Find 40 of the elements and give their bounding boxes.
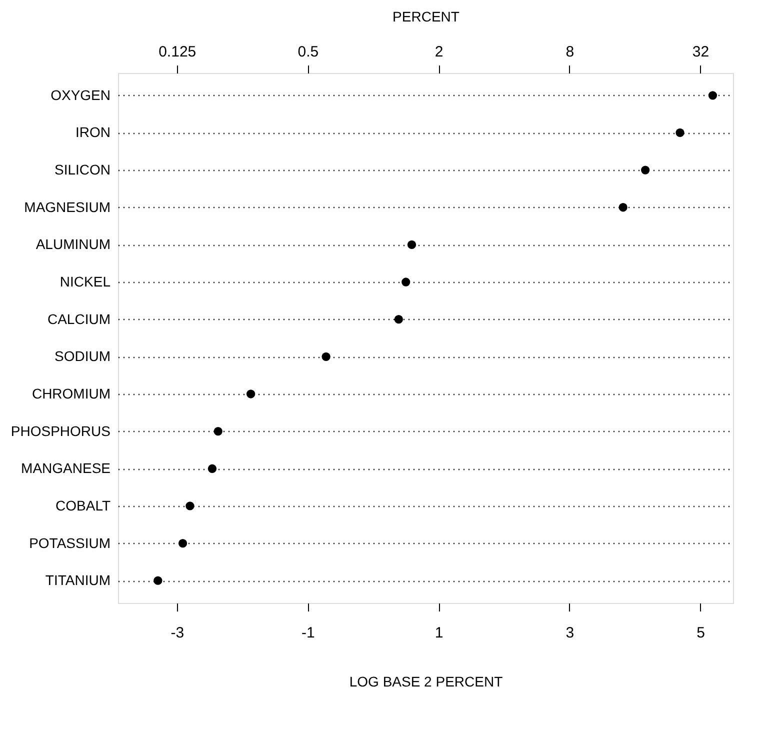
point bbox=[322, 352, 330, 361]
y-tick-label: COBALT bbox=[56, 497, 111, 514]
y-tick-label: MANGANESE bbox=[21, 460, 110, 476]
x2-tick-label: 2 bbox=[434, 44, 444, 60]
x-tick-label: 1 bbox=[434, 624, 444, 642]
y-tick-label: POTASSIUM bbox=[29, 534, 110, 551]
point bbox=[186, 502, 194, 510]
y-tick-label: TITANIUM bbox=[45, 572, 110, 588]
point bbox=[618, 203, 628, 212]
y-tick-label: SODIUM bbox=[54, 348, 110, 364]
x2-axis-title: PERCENT bbox=[392, 8, 460, 24]
x-tick-label: 5 bbox=[696, 624, 705, 642]
x2-tick-label: 8 bbox=[566, 44, 574, 60]
point bbox=[394, 315, 404, 324]
x-tick-label: -3 bbox=[170, 624, 184, 642]
point bbox=[178, 538, 188, 548]
x-tick-label: 3 bbox=[566, 624, 574, 642]
y-tick-label: SILICON bbox=[54, 162, 110, 178]
point bbox=[676, 128, 684, 138]
point bbox=[214, 426, 222, 436]
point bbox=[208, 464, 217, 473]
y-tick-label: CALCIUM bbox=[47, 310, 110, 327]
y-tick-label: MAGNESIUM bbox=[24, 198, 110, 215]
x2-tick-label: 0.125 bbox=[158, 44, 196, 60]
point bbox=[708, 91, 718, 100]
y-tick-label: ALUMINUM bbox=[36, 236, 110, 252]
y-tick-label: NICKEL bbox=[60, 274, 111, 290]
point bbox=[407, 240, 416, 250]
y-tick-label: PHOSPHORUS bbox=[10, 422, 110, 439]
x-axis-title: LOG BASE 2 PERCENT bbox=[349, 674, 504, 690]
y-tick-label: OXYGEN bbox=[50, 86, 110, 103]
x2-tick-label: 0.5 bbox=[298, 44, 319, 60]
point bbox=[402, 278, 410, 286]
point bbox=[246, 390, 256, 398]
y-tick-label: IRON bbox=[76, 124, 110, 140]
point bbox=[154, 576, 162, 585]
y-tick-label: CHROMIUM bbox=[32, 385, 110, 402]
point bbox=[641, 166, 650, 174]
x-tick-label: -1 bbox=[302, 624, 315, 642]
x2-tick-label: 32 bbox=[692, 44, 710, 60]
